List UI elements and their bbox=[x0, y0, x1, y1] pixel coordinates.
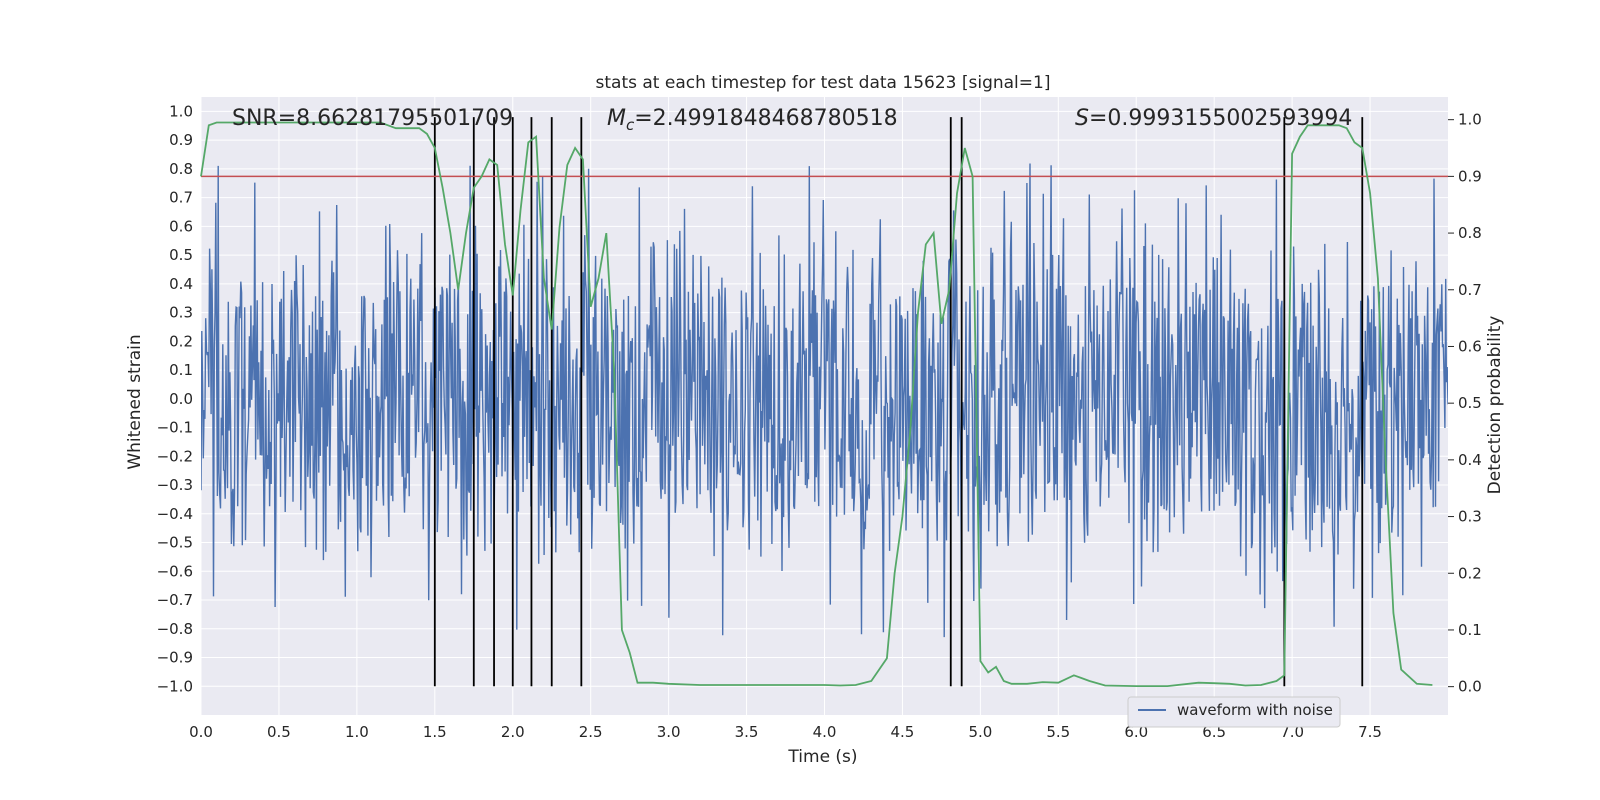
y-tick-label: −0.5 bbox=[157, 534, 193, 552]
y-axis: 1.0 0.9 0.8 0.7 0.6 0.5 0.4 0.3 0.2 0.1 0.0 −0.1 −0.… bbox=[157, 102, 193, 695]
mc-subscript: c bbox=[626, 116, 635, 134]
y-axis-label: Whitened strain bbox=[125, 334, 145, 469]
y2-tick-label: 0.1 bbox=[1458, 621, 1482, 639]
y-tick-label: −0.3 bbox=[157, 476, 193, 494]
y-tick-label: −0.7 bbox=[157, 591, 193, 609]
y2-tick-label: 0.8 bbox=[1458, 224, 1482, 242]
x-tick-label: 1.5 bbox=[423, 723, 447, 741]
y-tick-label: 0.2 bbox=[169, 332, 193, 350]
y2-tick-label: 0.4 bbox=[1458, 451, 1482, 469]
detection-probability-line bbox=[200, 121, 1433, 687]
waveform-line bbox=[201, 163, 1448, 638]
x-tick-label: 0.5 bbox=[267, 723, 291, 741]
y-tick-label: −1.0 bbox=[157, 677, 193, 695]
y-tick-label: 0.9 bbox=[169, 131, 193, 149]
y2-tick-label: 0.5 bbox=[1458, 394, 1482, 412]
y-tick-label: −0.2 bbox=[157, 447, 193, 465]
x-tick-label: 2.0 bbox=[501, 723, 525, 741]
y-tick-label: 0.6 bbox=[169, 217, 193, 235]
y-tick-label: −0.1 bbox=[157, 419, 193, 437]
y-tick-label: 0.4 bbox=[169, 275, 193, 293]
y-tick-label: −0.6 bbox=[157, 562, 193, 580]
event-lines bbox=[433, 117, 1364, 687]
x-tick-label: 1.0 bbox=[345, 723, 369, 741]
x-tick-label: 4.5 bbox=[891, 723, 915, 741]
mc-symbol: M bbox=[607, 106, 626, 131]
y2-tick-label: 0.6 bbox=[1458, 337, 1482, 355]
y-tick-label: 0.8 bbox=[169, 160, 193, 178]
x-axis-label: Time (s) bbox=[787, 747, 857, 767]
y2-tick-label: 0.2 bbox=[1458, 564, 1482, 582]
s-annotation: S=0.9993155002593994 bbox=[1075, 106, 1352, 131]
y-tick-label: 0.1 bbox=[169, 361, 193, 379]
x-tick-label: 5.5 bbox=[1046, 723, 1070, 741]
y-tick-label: −0.9 bbox=[157, 649, 193, 667]
x-tick-label: 7.5 bbox=[1358, 723, 1382, 741]
waveform-series bbox=[201, 163, 1448, 638]
x-tick-label: 3.0 bbox=[657, 723, 681, 741]
y2-tick-label: 0.9 bbox=[1458, 167, 1482, 185]
y-tick-label: 0.3 bbox=[169, 304, 193, 322]
x-tick-label: 0.0 bbox=[189, 723, 213, 741]
y-tick-label: 0.5 bbox=[169, 246, 193, 264]
y2-tick-label: 0.7 bbox=[1458, 281, 1482, 299]
x-tick-label: 3.5 bbox=[735, 723, 759, 741]
y-tick-label: 0.0 bbox=[169, 390, 193, 408]
mc-value: =2.4991848468780518 bbox=[634, 106, 897, 131]
y-tick-label: 0.7 bbox=[169, 189, 193, 207]
s-symbol: S bbox=[1075, 106, 1089, 131]
legend-box bbox=[1127, 696, 1341, 728]
legend: waveform with noise bbox=[1127, 696, 1341, 728]
y2-axis-label: Detection probability bbox=[1485, 316, 1505, 495]
y2-tick-label: 0.3 bbox=[1458, 508, 1482, 526]
s-value: =0.9993155002593994 bbox=[1089, 106, 1352, 131]
y-tick-label: −0.4 bbox=[157, 505, 193, 523]
x-tick-label: 5.0 bbox=[968, 723, 992, 741]
y2-axis: 1.0 0.9 0.8 0.7 0.6 0.5 0.4 0.3 0.2 0.1 0.0 bbox=[1448, 111, 1482, 696]
snr-annotation: SNR=8.66281795501709 bbox=[232, 106, 513, 131]
y-tick-label: −0.8 bbox=[157, 620, 193, 638]
mc-annotation: Mc=2.4991848468780518 bbox=[607, 106, 898, 134]
x-axis: 0.0 0.5 1.0 1.5 2.0 2.5 3.0 3.5 4.0 4.5 5.0 5.5 6.0 6… bbox=[189, 723, 1382, 741]
y-tick-label: 1.0 bbox=[169, 102, 193, 120]
probability-series bbox=[200, 121, 1433, 687]
legend-entry-waveform: waveform with noise bbox=[1177, 701, 1333, 719]
y2-tick-label: 1.0 bbox=[1458, 111, 1482, 129]
x-tick-label: 4.0 bbox=[813, 723, 837, 741]
chart-title: stats at each timestep for test data 156… bbox=[596, 73, 1051, 93]
y2-tick-label: 0.0 bbox=[1458, 678, 1482, 696]
x-tick-label: 2.5 bbox=[579, 723, 603, 741]
